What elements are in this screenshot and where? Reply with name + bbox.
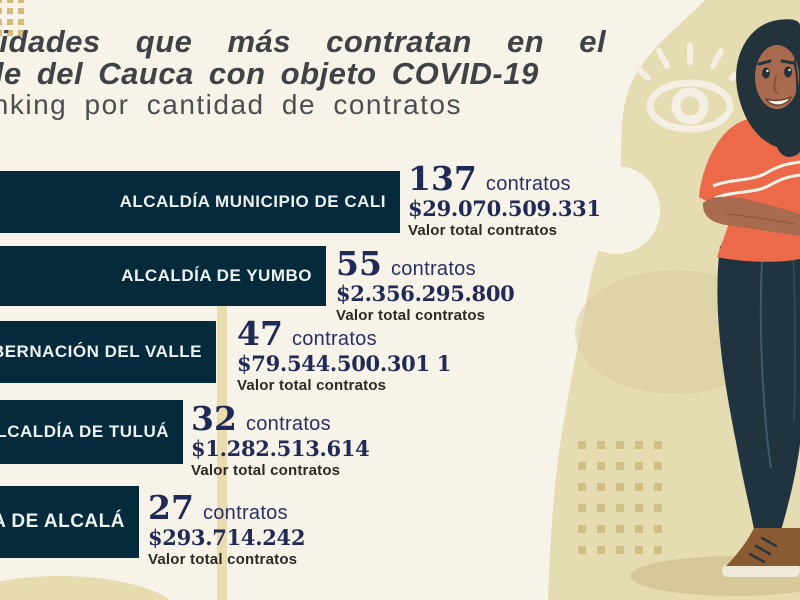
ranking-info: 55 contratos $2.356.295.800 Valor total … [336, 244, 515, 325]
contracts-total: $1.282.513.614 [191, 436, 370, 461]
total-caption: Valor total contratos [148, 551, 298, 569]
boot-sole [722, 564, 800, 577]
title-line-2: Valle del Cauca con objeto COVID-19 [0, 56, 539, 91]
face [755, 45, 799, 109]
person-illustration [630, 19, 800, 596]
contracts-total: $293.714.242 [148, 525, 306, 550]
total-caption: Valor total contratos [408, 222, 558, 240]
ranking-info: 47 contratos $79.544.500.301 1 Valor tot… [237, 317, 451, 394]
contracts-word: contratos [245, 413, 331, 435]
ranking-bar: ALCALDÍA MUNICIPIO DE CALI [0, 171, 400, 233]
contracts-word: contratos [202, 502, 288, 524]
entity-label: ALCALDÍA DE YUMBO [121, 266, 312, 285]
ranking-bar: ALCALDÍA DE TULUÁ [0, 400, 183, 464]
ranking-bar: GOBERNACIÓN DEL VALLE [0, 321, 216, 383]
bottom-left-blob [0, 576, 180, 600]
ranking-info: 137 contratos $29.070.509.331 Valor tota… [408, 162, 601, 239]
boot-laces [748, 536, 778, 564]
contracts-word: contratos [390, 258, 476, 280]
contracts-count: 55 [336, 244, 382, 283]
entity-label: ALCALDÍA DE TULUÁ [0, 422, 169, 441]
subtitle: Ranking por cantidad de contratos [0, 89, 462, 120]
contracts-count: 137 [408, 159, 477, 198]
entity-label: ALCALDÍA MUNICIPIO DE CALI [119, 192, 386, 211]
background-blob-illustration [548, 0, 800, 600]
contracts-count: 32 [191, 399, 237, 438]
dots-pattern-bottom [578, 441, 662, 554]
ranking-bar: ALCALDÍA DE YUMBO [0, 246, 326, 306]
ranking-info: 32 contratos $1.282.513.614 Valor total … [191, 399, 370, 480]
entity-label: ALCALDÍA DE ALCALÁ [0, 511, 125, 532]
contracts-total: $2.356.295.800 [336, 281, 515, 306]
crossed-arms [702, 196, 800, 236]
boot [726, 528, 800, 566]
total-caption: Valor total contratos [191, 462, 341, 480]
contracts-total: $29.070.509.331 [408, 196, 601, 221]
contracts-total: $79.544.500.301 1 [237, 351, 452, 376]
total-caption: Valor total contratos [336, 307, 486, 325]
contracts-word: contratos [485, 173, 571, 195]
ranking-info: 27 contratos $293.714.242 Valor total co… [148, 491, 305, 568]
vertical-accent-strip [217, 304, 227, 600]
mouth [765, 96, 792, 106]
contracts-word: contratos [291, 328, 377, 350]
ranking-bar: ALCALDÍA DE ALCALÁ [0, 486, 139, 558]
total-caption: Valor total contratos [237, 377, 387, 395]
title-line-1: Entidades que más contratan en el [0, 24, 607, 59]
entity-label: GOBERNACIÓN DEL VALLE [0, 342, 202, 361]
dots-pattern-topleft [0, 0, 36, 43]
contracts-count: 27 [148, 488, 194, 527]
contracts-count: 47 [237, 314, 283, 353]
